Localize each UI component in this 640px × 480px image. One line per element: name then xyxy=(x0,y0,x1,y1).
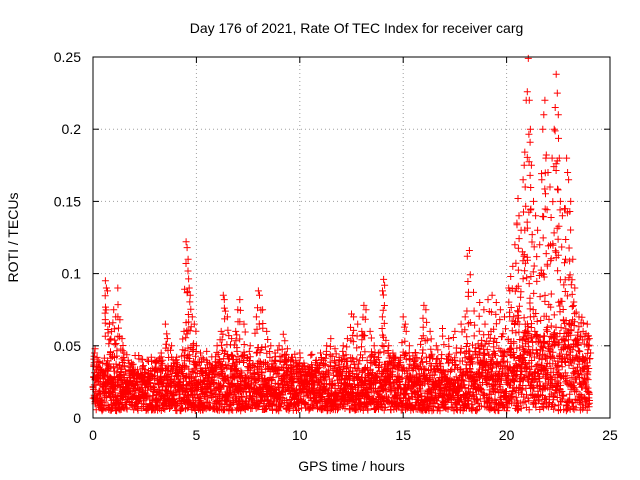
y-tick-label: 0.25 xyxy=(54,49,81,65)
data-points xyxy=(89,54,595,415)
x-tick-label: 0 xyxy=(89,427,97,443)
y-axis-label: ROTI / TECUs xyxy=(5,193,21,283)
x-tick-label: 5 xyxy=(193,427,201,443)
y-tick-label: 0.1 xyxy=(62,266,82,282)
x-tick-label: 15 xyxy=(395,427,411,443)
y-tick-label: 0 xyxy=(73,410,81,426)
scatter-markers xyxy=(89,54,595,415)
y-tick-label: 0.2 xyxy=(62,121,82,137)
y-tick-label: 0.15 xyxy=(54,193,81,209)
x-axis-label: GPS time / hours xyxy=(298,458,405,474)
x-tick-label: 20 xyxy=(499,427,515,443)
tick-labels: 0 5 10 15 20 25 0 0.05 0.1 0.15 0.2 0.25 xyxy=(54,49,618,443)
x-tick-label: 10 xyxy=(292,427,308,443)
axis-ticks xyxy=(92,56,611,419)
plot-frame xyxy=(92,56,611,419)
x-tick-label: 25 xyxy=(602,427,618,443)
y-tick-label: 0.05 xyxy=(54,338,81,354)
chart-title: Day 176 of 2021, Rate Of TEC Index for r… xyxy=(190,20,524,36)
